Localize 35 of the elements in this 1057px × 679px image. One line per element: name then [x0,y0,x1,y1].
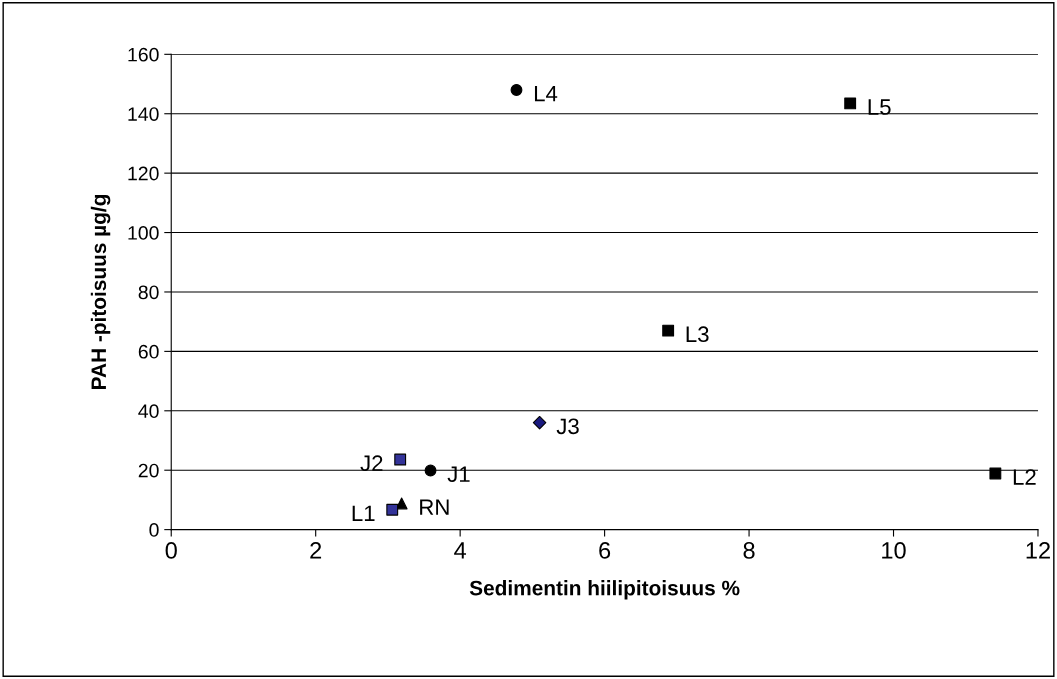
x-tick-label: 10 [882,542,906,559]
series-label: J2 [360,455,383,472]
y-tick-label: 80 [138,285,159,300]
x-tick-label: 6 [599,542,611,559]
y-axis-title: PAH -pitoisuus µg/g [90,194,111,389]
series-label: L1 [352,505,375,522]
y-tick-label: 0 [149,523,159,537]
series-label: RN [420,499,449,515]
series-label: L3 [686,326,709,343]
point [662,324,675,337]
series-label: L4 [534,85,558,102]
series-label: L2 [1013,469,1036,485]
x-tick-label: 8 [743,542,755,559]
x-tick-label: 0 [165,542,177,559]
x-tick-label: 2 [310,542,322,559]
x-axis-title: Sedimentin hiilipitoisuus % [469,580,740,600]
y-tick-label: 60 [138,344,159,359]
series-label: J3 [556,418,579,435]
y-tick-label: 20 [138,463,159,478]
y-tick-label: 40 [138,404,159,419]
point [844,97,857,110]
y-tick-label: 100 [128,226,159,240]
y-tick-label: 160 [128,47,159,62]
point [510,84,523,96]
point [424,464,437,477]
series-label: J1 [447,466,470,483]
series-label: L5 [868,99,891,115]
y-tick-label: 120 [128,166,159,181]
point [989,467,1002,480]
point [394,453,407,466]
x-tick-label: 12 [1026,542,1050,559]
x-tick-label: 4 [454,542,467,559]
point [532,415,547,430]
y-tick-label: 140 [128,107,159,121]
point [386,503,399,516]
